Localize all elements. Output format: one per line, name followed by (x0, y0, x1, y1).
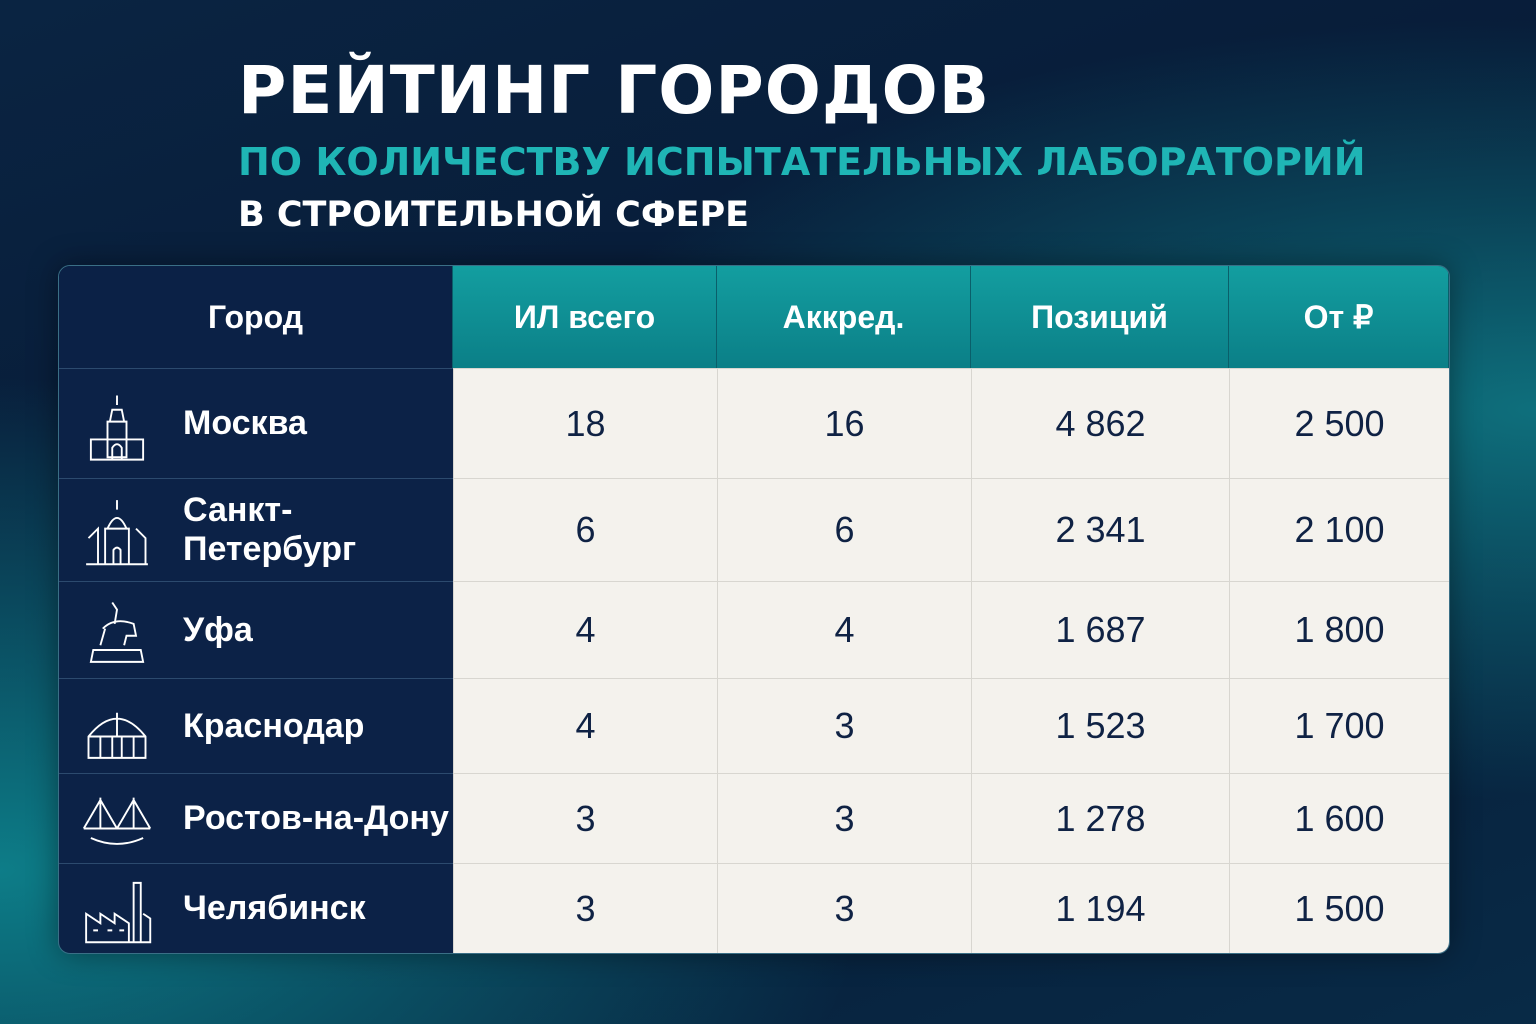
table-cell: 2 100 (1229, 478, 1449, 581)
city-icon (89, 601, 145, 663)
table-cell-text: 4 (575, 705, 596, 746)
column-header-text: Аккред. (782, 298, 905, 335)
table-cell-text: 6 (834, 509, 855, 550)
column-header-text: Город (207, 298, 304, 335)
table-cell-text: 3 (834, 705, 855, 746)
city-name-text: Челябинск (183, 889, 366, 927)
table-cell: 1 687 (971, 581, 1229, 678)
table-cell-text: 1 687 (1055, 609, 1146, 650)
table-cell-text: 1 523 (1055, 705, 1146, 746)
table-cell: 4 (717, 581, 971, 678)
city-name-text: Москва (183, 404, 307, 442)
table-cell-text: 3 (834, 797, 855, 839)
table-cell: 1 700 (1229, 678, 1449, 773)
table-cell-text: 3 (575, 887, 596, 929)
table-cell-text: 1 194 (1055, 887, 1146, 929)
table-cell-text: 1 700 (1294, 705, 1385, 746)
city-name: Уфа (59, 581, 453, 678)
table-cell-text: 16 (824, 402, 865, 444)
city-icon (86, 499, 148, 565)
table-cell-text: 4 862 (1055, 402, 1146, 444)
table-cell: 3 (717, 773, 971, 863)
table-cell: 18 (453, 368, 717, 478)
table-cell: 1 600 (1229, 773, 1449, 863)
table-cell-text: 4 (575, 609, 596, 650)
table-cell: 3 (717, 863, 971, 953)
table-cell-text: 1 278 (1055, 797, 1146, 839)
table-cell-text: 2 341 (1055, 509, 1146, 550)
table-cell: 4 (453, 678, 717, 773)
table-cell: 4 (453, 581, 717, 678)
city-name-text: Краснодар (183, 706, 365, 745)
table-cell: 6 (453, 478, 717, 581)
table-cell-text: 1 500 (1294, 887, 1385, 929)
subtitle: ПО КОЛИЧЕСТВУ ИСПЫТАТЕЛЬНЫХ ЛАБОРАТОРИЙ (238, 140, 1366, 184)
column-header-text: ИЛ всего (513, 298, 656, 335)
table-cell-text: 3 (834, 887, 855, 929)
table-cell-text: 1 600 (1294, 797, 1385, 839)
city-name-text: Уфа (183, 610, 253, 649)
table-cell: 1 523 (971, 678, 1229, 773)
table-cell-text: 2 100 (1294, 509, 1385, 550)
column-header: ИЛ всего (453, 266, 717, 368)
column-header: Позиций (971, 266, 1229, 368)
city-name: Санкт-Петербург (59, 478, 453, 581)
city-name-text: Ростов-на-Дону (183, 799, 449, 837)
table-cell: 6 (717, 478, 971, 581)
subtitle-2: В СТРОИТЕЛЬНОЙ СФЕРЕ (238, 195, 750, 235)
table-cell-text: 2 500 (1294, 402, 1385, 444)
column-header: Город (59, 266, 453, 368)
table-cell-text: 6 (575, 509, 596, 550)
table-cell-text: 3 (575, 797, 596, 839)
table-cell: 3 (453, 773, 717, 863)
title: РЕЙТИНГ ГОРОДОВ (238, 52, 991, 129)
city-icon (89, 395, 145, 461)
city-icon (82, 797, 152, 845)
city-name: Москва (59, 368, 453, 478)
table-cell-text: 18 (565, 402, 606, 444)
city-name: Ростов-на-Дону (59, 773, 453, 863)
table: Город ИЛ всего Аккред. Позиций От ₽ Москва 18 1… (58, 265, 1450, 954)
table-cell: 2 341 (971, 478, 1229, 581)
city-name: Краснодар (59, 678, 453, 773)
table-cell-text: 4 (834, 609, 855, 650)
column-header: Аккред. (717, 266, 971, 368)
column-header-text: Позиций (1031, 298, 1168, 335)
table-cell: 1 194 (971, 863, 1229, 953)
table-cell: 16 (717, 368, 971, 478)
table-cell: 1 800 (1229, 581, 1449, 678)
column-header-text: От ₽ (1303, 299, 1374, 335)
column-header: От ₽ (1229, 266, 1449, 368)
city-icon (85, 881, 152, 944)
city-icon (87, 712, 147, 759)
table-cell-text: 1 800 (1294, 609, 1385, 650)
table-cell: 1 278 (971, 773, 1229, 863)
table-cell: 1 500 (1229, 863, 1449, 953)
table-cell: 2 500 (1229, 368, 1449, 478)
table-cell: 3 (717, 678, 971, 773)
city-name: Челябинск (59, 863, 453, 953)
city-name-text: Санкт-Петербург (183, 491, 357, 568)
table-cell: 4 862 (971, 368, 1229, 478)
table-cell: 3 (453, 863, 717, 953)
